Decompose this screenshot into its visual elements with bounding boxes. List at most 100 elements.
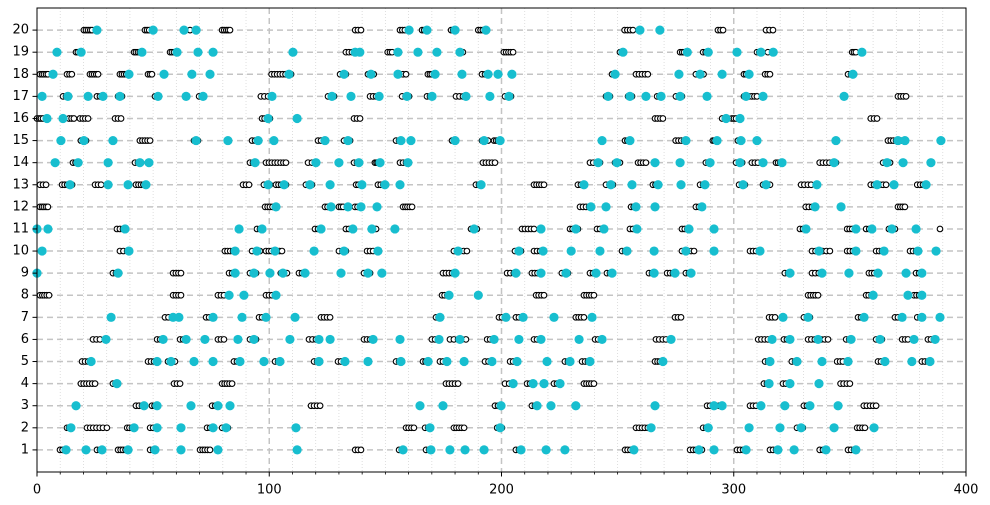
- filled-circle-point: [292, 445, 302, 455]
- y-tick-label: 4: [21, 376, 29, 391]
- filled-circle-point: [200, 334, 210, 345]
- filled-circle-point: [390, 224, 400, 234]
- filled-circle-point: [267, 91, 277, 101]
- filled-circle-point: [917, 290, 927, 300]
- filled-circle-point: [269, 135, 279, 146]
- open-circle-point: [769, 26, 777, 34]
- filled-circle-point: [327, 91, 337, 101]
- open-circle-point: [146, 137, 154, 144]
- filled-circle-point: [579, 180, 589, 190]
- filled-circle-point: [803, 312, 813, 322]
- filled-circle-point: [595, 246, 605, 256]
- open-circle-point: [491, 159, 499, 167]
- filled-circle-point: [158, 334, 168, 345]
- filled-circle-point: [375, 158, 385, 168]
- filled-circle-point: [479, 445, 489, 455]
- filled-circle-point: [867, 224, 877, 234]
- filled-circle-point: [189, 356, 199, 367]
- filled-circle-point: [717, 69, 727, 79]
- filled-circle-point: [426, 445, 436, 455]
- filled-circle-point: [432, 47, 442, 57]
- open-circle-point: [148, 70, 156, 78]
- filled-circle-point: [326, 202, 336, 212]
- open-circle-point: [824, 336, 832, 343]
- filled-circle-point: [367, 224, 377, 234]
- filled-circle-point: [380, 180, 390, 190]
- x-axis: 0 100 200 300 400: [33, 472, 978, 498]
- filled-circle-point: [123, 445, 133, 455]
- open-circle-point: [282, 159, 290, 167]
- filled-circle-point: [778, 312, 788, 322]
- filled-circle-point: [810, 202, 820, 212]
- open-circle-point: [901, 203, 909, 211]
- filled-circle-point: [775, 423, 785, 433]
- filled-circle-point: [237, 312, 247, 322]
- filled-circle-point: [851, 445, 861, 455]
- open-circle-point: [278, 247, 286, 255]
- open-circle-point: [460, 424, 468, 432]
- filled-circle-point: [290, 312, 300, 322]
- filled-circle-point: [670, 268, 680, 278]
- filled-circle-point: [893, 135, 903, 146]
- filled-circle-point: [887, 224, 897, 234]
- filled-circle-point: [593, 158, 603, 168]
- filled-circle-point: [485, 91, 495, 101]
- filled-circle-point: [541, 445, 551, 455]
- filled-circle-point: [591, 268, 601, 278]
- filled-circle-point: [504, 91, 514, 101]
- filled-circle-point: [356, 202, 366, 212]
- filled-circle-point: [851, 224, 861, 234]
- open-circle-point: [659, 115, 667, 122]
- filled-circle-point: [843, 356, 853, 367]
- filled-circle-point: [703, 47, 713, 57]
- open-circle-point: [84, 115, 92, 122]
- filled-circle-point: [181, 91, 191, 101]
- filled-circle-point: [542, 356, 552, 367]
- filled-circle-point: [897, 312, 907, 322]
- filled-circle-point: [434, 334, 444, 345]
- filled-circle-series: [32, 25, 946, 455]
- filled-circle-point: [172, 47, 182, 57]
- filled-circle-point: [656, 91, 666, 101]
- filled-circle-point: [404, 25, 414, 35]
- filled-circle-point: [208, 356, 218, 367]
- filled-circle-point: [450, 135, 460, 146]
- filled-circle-point: [423, 356, 433, 367]
- open-circle-point: [902, 93, 910, 100]
- filled-circle-point: [314, 334, 324, 345]
- filled-circle-point: [366, 69, 376, 79]
- y-tick-label: 14: [12, 155, 29, 170]
- filled-circle-point: [738, 180, 748, 190]
- filled-circle-point: [829, 423, 839, 433]
- filled-circle-point: [284, 69, 294, 79]
- filled-circle-point: [233, 334, 243, 345]
- open-circle-point: [245, 181, 253, 189]
- filled-circle-point: [483, 69, 493, 79]
- filled-circle-point: [56, 135, 66, 146]
- filled-circle-point: [150, 445, 160, 455]
- open-circle-point: [873, 115, 881, 122]
- filled-circle-point: [744, 423, 754, 433]
- filled-circle-point: [42, 113, 52, 124]
- filled-circle-point: [357, 180, 367, 190]
- filled-circle-point: [814, 246, 824, 256]
- filled-circle-point: [340, 356, 350, 367]
- filled-circle-point: [773, 445, 783, 455]
- filled-circle-point: [721, 113, 731, 124]
- filled-circle-point: [880, 356, 890, 367]
- filled-circle-point: [848, 69, 858, 79]
- y-tick-label: 18: [12, 67, 29, 82]
- filled-circle-point: [735, 158, 745, 168]
- open-circle-point: [677, 313, 685, 321]
- filled-circle-point: [586, 202, 596, 212]
- open-circle-point: [690, 247, 698, 255]
- filled-circle-point: [224, 290, 234, 300]
- open-circle-point: [861, 424, 869, 432]
- filled-circle-point: [717, 401, 727, 411]
- filled-circle-point: [681, 246, 691, 256]
- filled-circle-point: [903, 290, 913, 300]
- filled-circle-point: [650, 202, 660, 212]
- filled-circle-point: [79, 135, 89, 146]
